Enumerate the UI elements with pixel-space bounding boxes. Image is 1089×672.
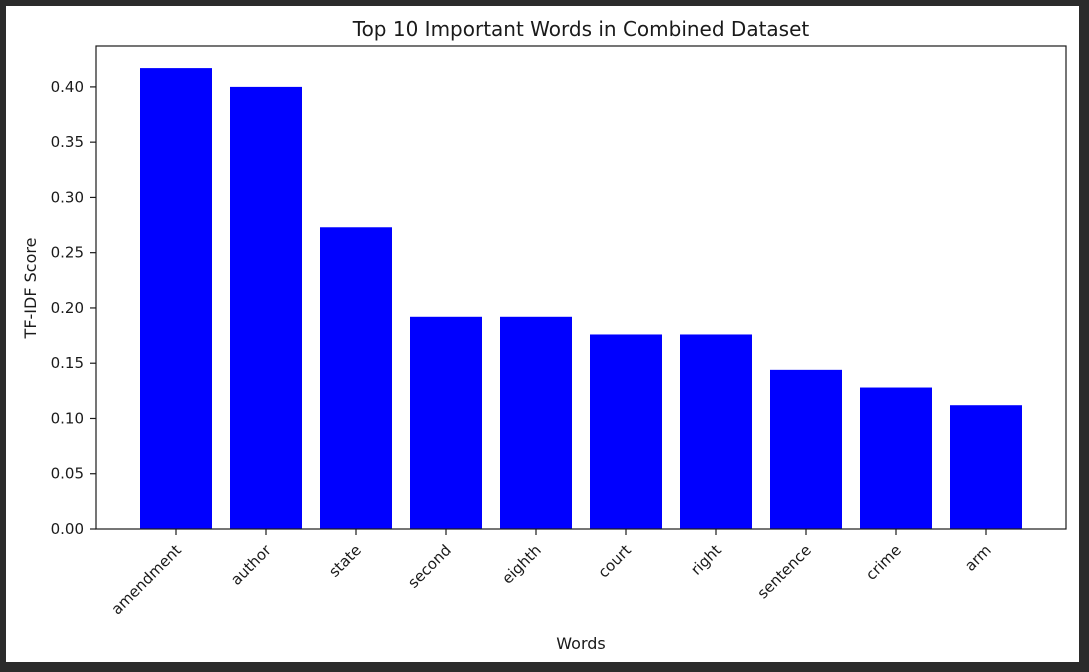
x-tick-label: author bbox=[227, 541, 275, 589]
bar-arm bbox=[950, 405, 1022, 529]
y-tick-label: 0.40 bbox=[51, 78, 84, 96]
bars bbox=[140, 68, 1022, 530]
chart-title: Top 10 Important Words in Combined Datas… bbox=[352, 17, 810, 41]
y-tick-label: 0.15 bbox=[51, 354, 84, 372]
y-tick-label: 0.25 bbox=[51, 244, 84, 262]
x-tick-label: crime bbox=[862, 541, 905, 584]
x-tick-label: right bbox=[687, 541, 725, 579]
bar-amendment bbox=[140, 68, 212, 530]
y-tick-label: 0.00 bbox=[51, 520, 84, 538]
y-tick-label: 0.30 bbox=[51, 188, 84, 206]
x-tick-label: sentence bbox=[754, 541, 815, 602]
bar-author bbox=[230, 86, 302, 529]
bar-court bbox=[590, 334, 662, 529]
y-tick-label: 0.10 bbox=[51, 409, 84, 427]
x-tick-label: state bbox=[325, 541, 365, 581]
x-tick-label: eighth bbox=[498, 541, 545, 588]
y-axis: 0.00 0.05 0.10 0.15 0.20 0.25 0.30 0.35 0.40 bbox=[51, 78, 96, 538]
y-axis-label: TF-IDF Score bbox=[21, 238, 40, 340]
x-tick-label: second bbox=[404, 541, 455, 592]
bar-right bbox=[680, 334, 752, 529]
x-tick-label: court bbox=[595, 541, 635, 581]
bar-state bbox=[320, 227, 392, 529]
plot-area-border bbox=[95, 45, 1067, 530]
y-tick-label: 0.35 bbox=[51, 133, 84, 151]
x-tick-label: amendment bbox=[108, 541, 185, 618]
x-tick-label: arm bbox=[961, 541, 995, 575]
x-axis: amendment author state second eighth court rig… bbox=[108, 529, 995, 618]
bar-crime bbox=[860, 387, 932, 529]
bar-second bbox=[410, 316, 482, 529]
y-tick-label: 0.05 bbox=[51, 465, 84, 483]
bar-eighth bbox=[500, 316, 572, 529]
x-axis-label: Words bbox=[556, 634, 605, 653]
y-tick-label: 0.20 bbox=[51, 299, 84, 317]
bar-sentence bbox=[770, 369, 842, 529]
